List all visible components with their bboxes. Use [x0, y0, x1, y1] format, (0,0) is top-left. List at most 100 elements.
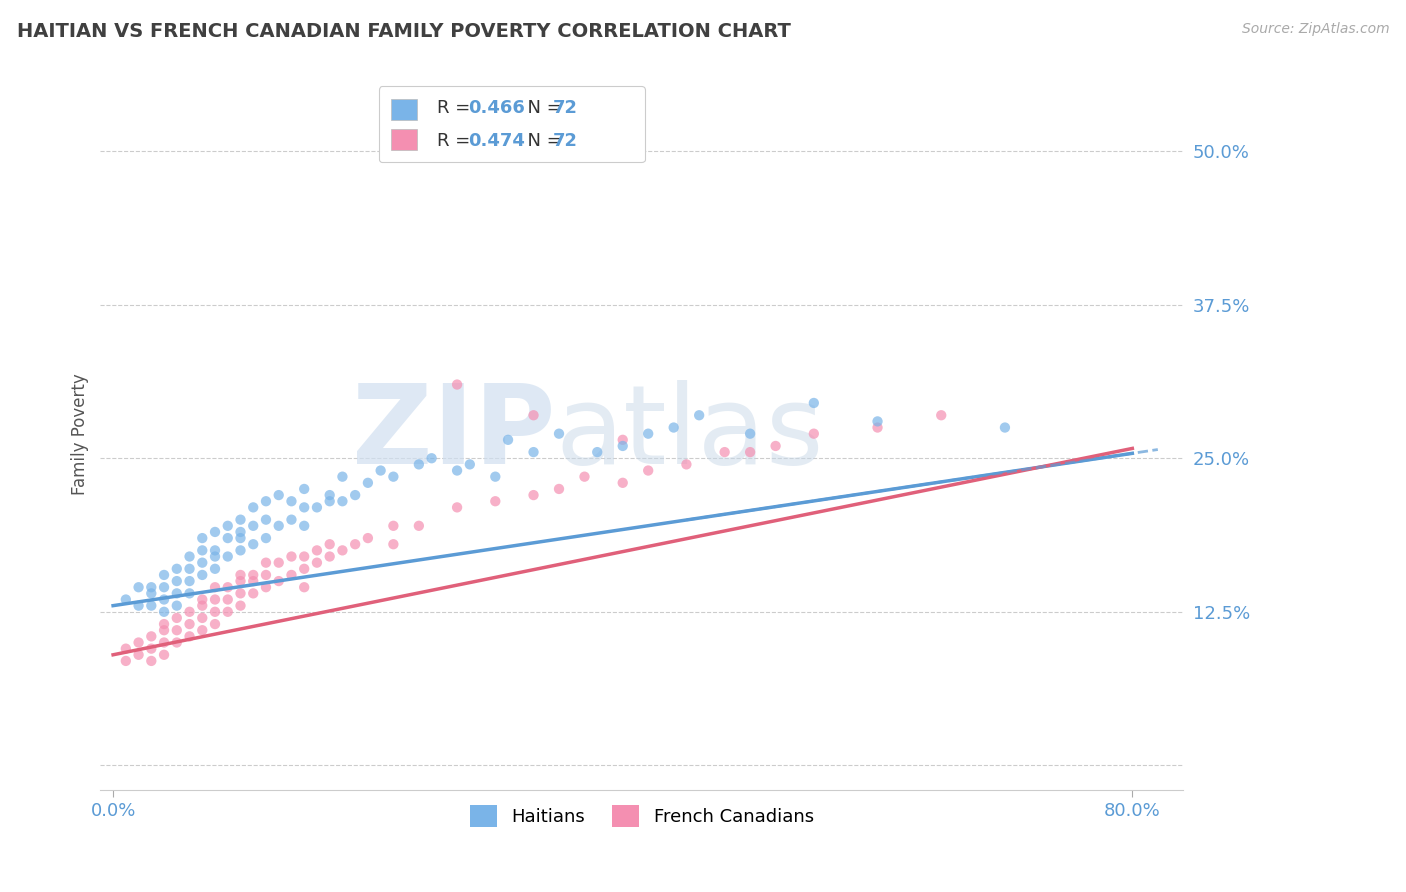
Point	[179, 605, 201, 619]
Point	[318, 488, 340, 502]
Point	[191, 556, 214, 570]
Point	[217, 549, 239, 564]
Point	[179, 617, 201, 632]
Point	[675, 458, 697, 472]
Point	[217, 580, 239, 594]
Point	[292, 482, 315, 496]
Point	[114, 641, 136, 656]
Point	[318, 537, 340, 551]
Point	[229, 599, 252, 613]
Point	[204, 605, 226, 619]
Point	[254, 580, 277, 594]
Point	[204, 562, 226, 576]
Point	[141, 629, 163, 643]
Point	[128, 648, 150, 662]
Point	[446, 500, 468, 515]
Point	[217, 518, 239, 533]
Point	[420, 451, 443, 466]
Point	[292, 518, 315, 533]
Point	[408, 458, 430, 472]
Text: 0.474: 0.474	[468, 132, 524, 150]
Point	[332, 543, 354, 558]
Point	[370, 463, 392, 477]
Point	[153, 648, 176, 662]
Point	[242, 518, 264, 533]
Text: 72: 72	[553, 99, 578, 117]
Point	[574, 469, 596, 483]
Point	[204, 592, 226, 607]
Point	[179, 562, 201, 576]
Point	[191, 543, 214, 558]
Point	[204, 580, 226, 594]
Point	[229, 543, 252, 558]
Point	[332, 469, 354, 483]
Point	[166, 611, 188, 625]
Point	[166, 586, 188, 600]
Point	[612, 433, 634, 447]
Point	[229, 513, 252, 527]
Point	[344, 537, 367, 551]
Point	[166, 562, 188, 576]
Point	[484, 469, 506, 483]
Point	[153, 568, 176, 582]
Point	[765, 439, 787, 453]
Point	[166, 624, 188, 638]
Point	[179, 549, 201, 564]
Point	[382, 537, 405, 551]
Text: R =: R =	[437, 99, 477, 117]
Point	[740, 445, 762, 459]
Text: ZIP: ZIP	[352, 380, 555, 487]
Point	[267, 574, 290, 588]
Point	[229, 524, 252, 539]
Point	[242, 568, 264, 582]
Point	[280, 549, 302, 564]
Point	[141, 586, 163, 600]
Point	[866, 420, 889, 434]
Point	[496, 433, 519, 447]
Point	[332, 494, 354, 508]
Point	[254, 568, 277, 582]
Point	[292, 549, 315, 564]
Point	[548, 482, 571, 496]
Text: R =: R =	[437, 132, 477, 150]
Point	[382, 469, 405, 483]
Point	[141, 580, 163, 594]
Point	[128, 635, 150, 649]
Point	[612, 439, 634, 453]
Point	[292, 500, 315, 515]
Point	[803, 426, 825, 441]
Point	[191, 624, 214, 638]
Point	[204, 617, 226, 632]
Point	[204, 549, 226, 564]
Point	[229, 568, 252, 582]
Point	[267, 488, 290, 502]
Point	[254, 531, 277, 545]
Point	[522, 409, 544, 423]
Legend: Haitians, French Canadians: Haitians, French Canadians	[463, 797, 821, 834]
Point	[254, 513, 277, 527]
Text: HAITIAN VS FRENCH CANADIAN FAMILY POVERTY CORRELATION CHART: HAITIAN VS FRENCH CANADIAN FAMILY POVERT…	[17, 22, 790, 41]
Point	[382, 518, 405, 533]
Point	[357, 475, 380, 490]
Point	[191, 568, 214, 582]
Point	[586, 445, 609, 459]
Point	[688, 409, 710, 423]
Point	[128, 599, 150, 613]
Point	[637, 463, 659, 477]
Point	[318, 494, 340, 508]
Point	[179, 586, 201, 600]
Point	[803, 396, 825, 410]
Point	[267, 556, 290, 570]
Point	[114, 592, 136, 607]
Point	[217, 531, 239, 545]
Point	[994, 420, 1017, 434]
Point	[740, 426, 762, 441]
Text: 72: 72	[553, 132, 578, 150]
Point	[929, 409, 952, 423]
Point	[153, 605, 176, 619]
Point	[713, 445, 735, 459]
Text: N =: N =	[516, 99, 568, 117]
Point	[522, 445, 544, 459]
Point	[866, 414, 889, 428]
Point	[242, 574, 264, 588]
